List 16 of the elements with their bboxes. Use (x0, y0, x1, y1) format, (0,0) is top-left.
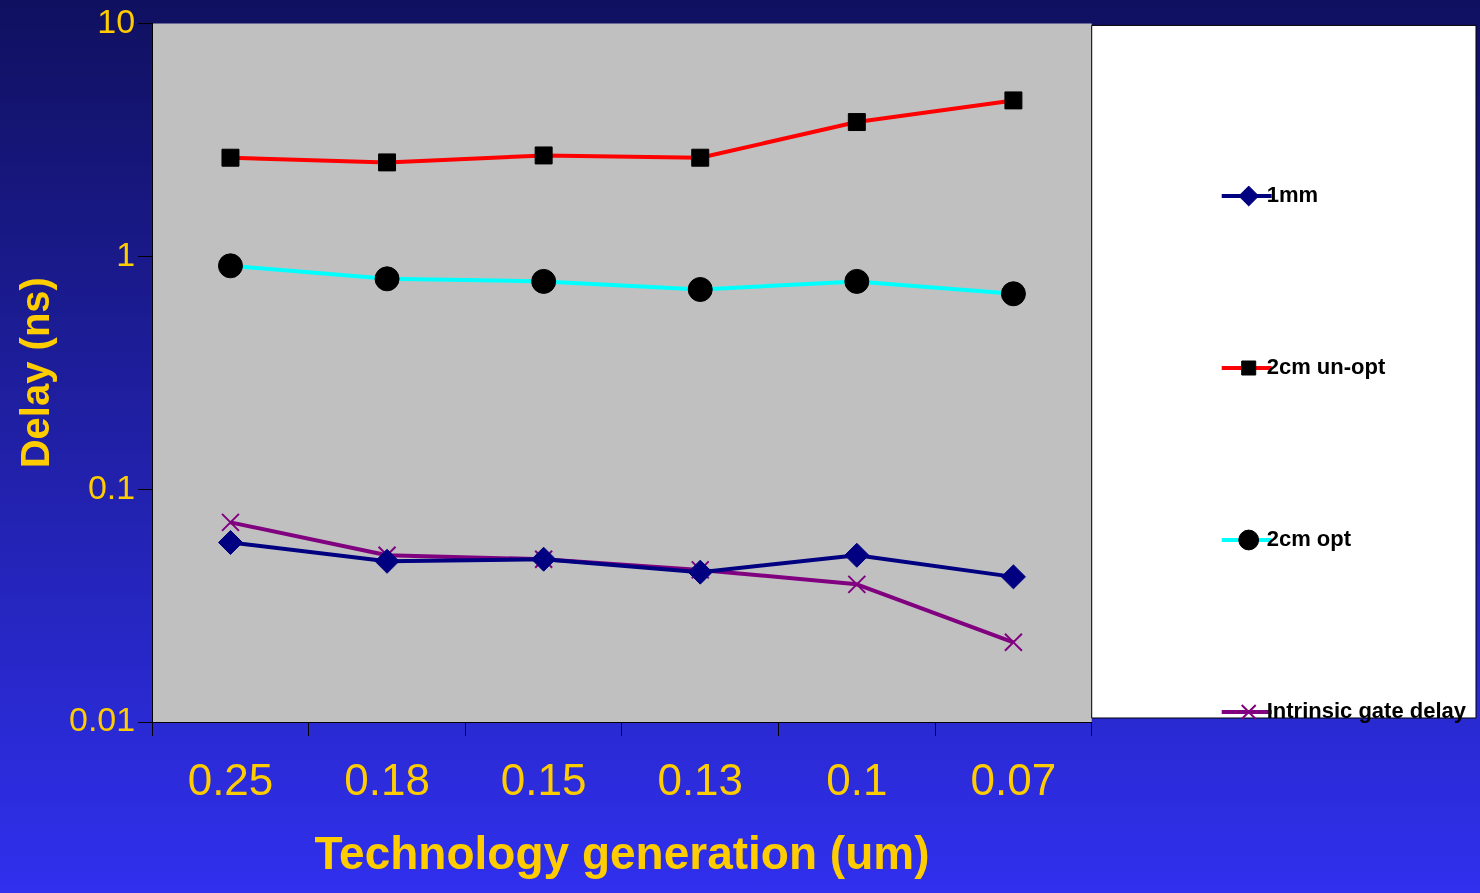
y-tick-label: 10 (97, 1, 136, 40)
x-tick-label: 0.07 (970, 754, 1057, 804)
legend-label: 1mm (1266, 182, 1319, 208)
x-tick-label: 0.25 (187, 754, 274, 804)
legend-label: Intrinsic gate delay (1266, 698, 1467, 724)
x-axis-title: Technology generation (um) (314, 827, 930, 880)
y-axis-title: Delay (ns) (13, 277, 58, 469)
legend-label: 2cm opt (1266, 526, 1352, 552)
x-tick-label: 0.13 (657, 754, 744, 804)
y-tick-label: 1 (116, 234, 136, 273)
x-tick-label: 0.1 (826, 754, 888, 804)
x-tick-label: 0.15 (500, 754, 587, 804)
y-tick-label: 0.01 (68, 700, 136, 739)
legend-label: 2cm un-opt (1266, 354, 1386, 380)
x-tick-label: 0.18 (344, 754, 430, 804)
y-tick-label: 0.1 (87, 467, 136, 506)
